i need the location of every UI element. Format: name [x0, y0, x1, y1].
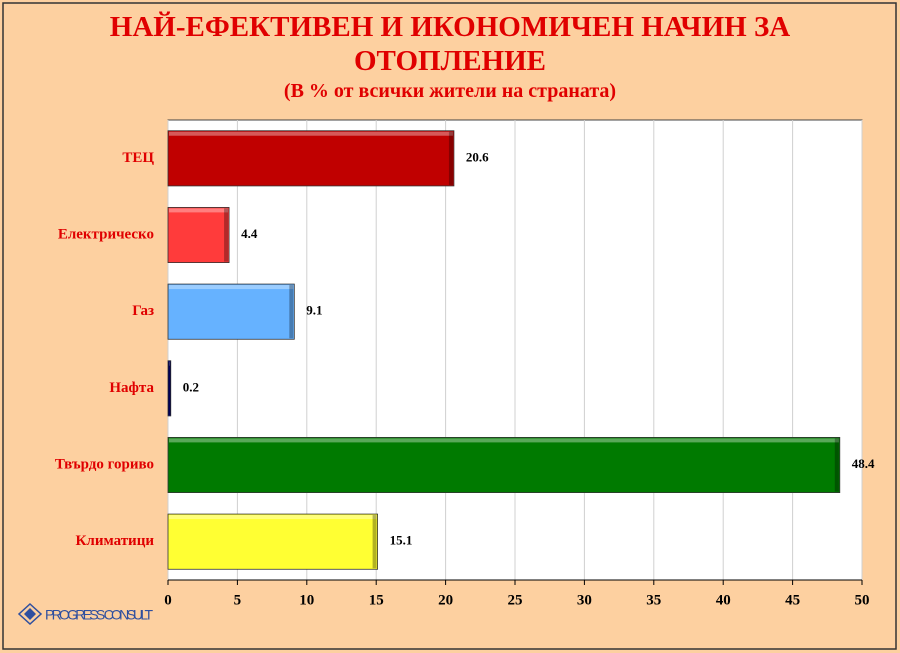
- chart-subtitle: (В % от всички жители на страната): [283, 80, 617, 102]
- bar: [167, 130, 455, 187]
- bar: [167, 436, 841, 493]
- x-tick-label: 5: [234, 592, 242, 608]
- y-tick-label: Климатици: [76, 533, 155, 549]
- chart-title: НАЙ-ЕФЕКТИВЕН И ИКОНОМИЧЕН НАЧИН ЗА ОТОП…: [109, 11, 791, 77]
- bar: [167, 360, 172, 417]
- x-tick-label: 15: [369, 592, 384, 608]
- x-tick-label: 40: [716, 592, 731, 608]
- bar-shadow: [372, 515, 377, 569]
- bar-highlight: [169, 208, 229, 213]
- x-tick-label: 25: [508, 592, 523, 608]
- bar-shadow: [834, 438, 839, 492]
- bar: [167, 513, 378, 570]
- y-tick-label: Газ: [132, 303, 154, 319]
- y-tick-label: Нафта: [109, 380, 154, 396]
- bar-highlight: [169, 285, 294, 290]
- bar-shadow: [289, 285, 294, 339]
- value-label: 20.6: [466, 149, 489, 164]
- x-tick-label: 30: [577, 592, 592, 608]
- x-tick-label: 35: [646, 592, 661, 608]
- bar-highlight: [169, 438, 839, 443]
- x-tick-label: 10: [299, 592, 314, 608]
- x-tick-label: 20: [438, 592, 453, 608]
- value-label: 0.2: [183, 379, 199, 394]
- y-tick-label: Електрическо: [58, 226, 154, 242]
- bar: [167, 283, 295, 340]
- x-tick-label: 0: [164, 592, 172, 608]
- value-label: 9.1: [306, 303, 322, 318]
- bar-shadow: [448, 131, 453, 185]
- x-tick-label: 50: [855, 592, 870, 608]
- y-tick-label: Твърдо гориво: [55, 456, 154, 472]
- bar-highlight: [169, 361, 170, 366]
- logo: PROGRESS CONSULT: [45, 607, 153, 623]
- bar-highlight: [169, 515, 377, 520]
- x-tick-label: 45: [785, 592, 800, 608]
- value-label: 48.4: [852, 456, 875, 471]
- logo-icon: [17, 602, 43, 626]
- bar: [167, 206, 230, 263]
- value-label: 4.4: [241, 226, 258, 241]
- bar-shadow: [224, 208, 229, 262]
- y-tick-label: ТЕЦ: [122, 150, 154, 166]
- bar-shadow: [168, 361, 171, 415]
- bar-highlight: [169, 131, 453, 136]
- value-label: 15.1: [390, 533, 413, 548]
